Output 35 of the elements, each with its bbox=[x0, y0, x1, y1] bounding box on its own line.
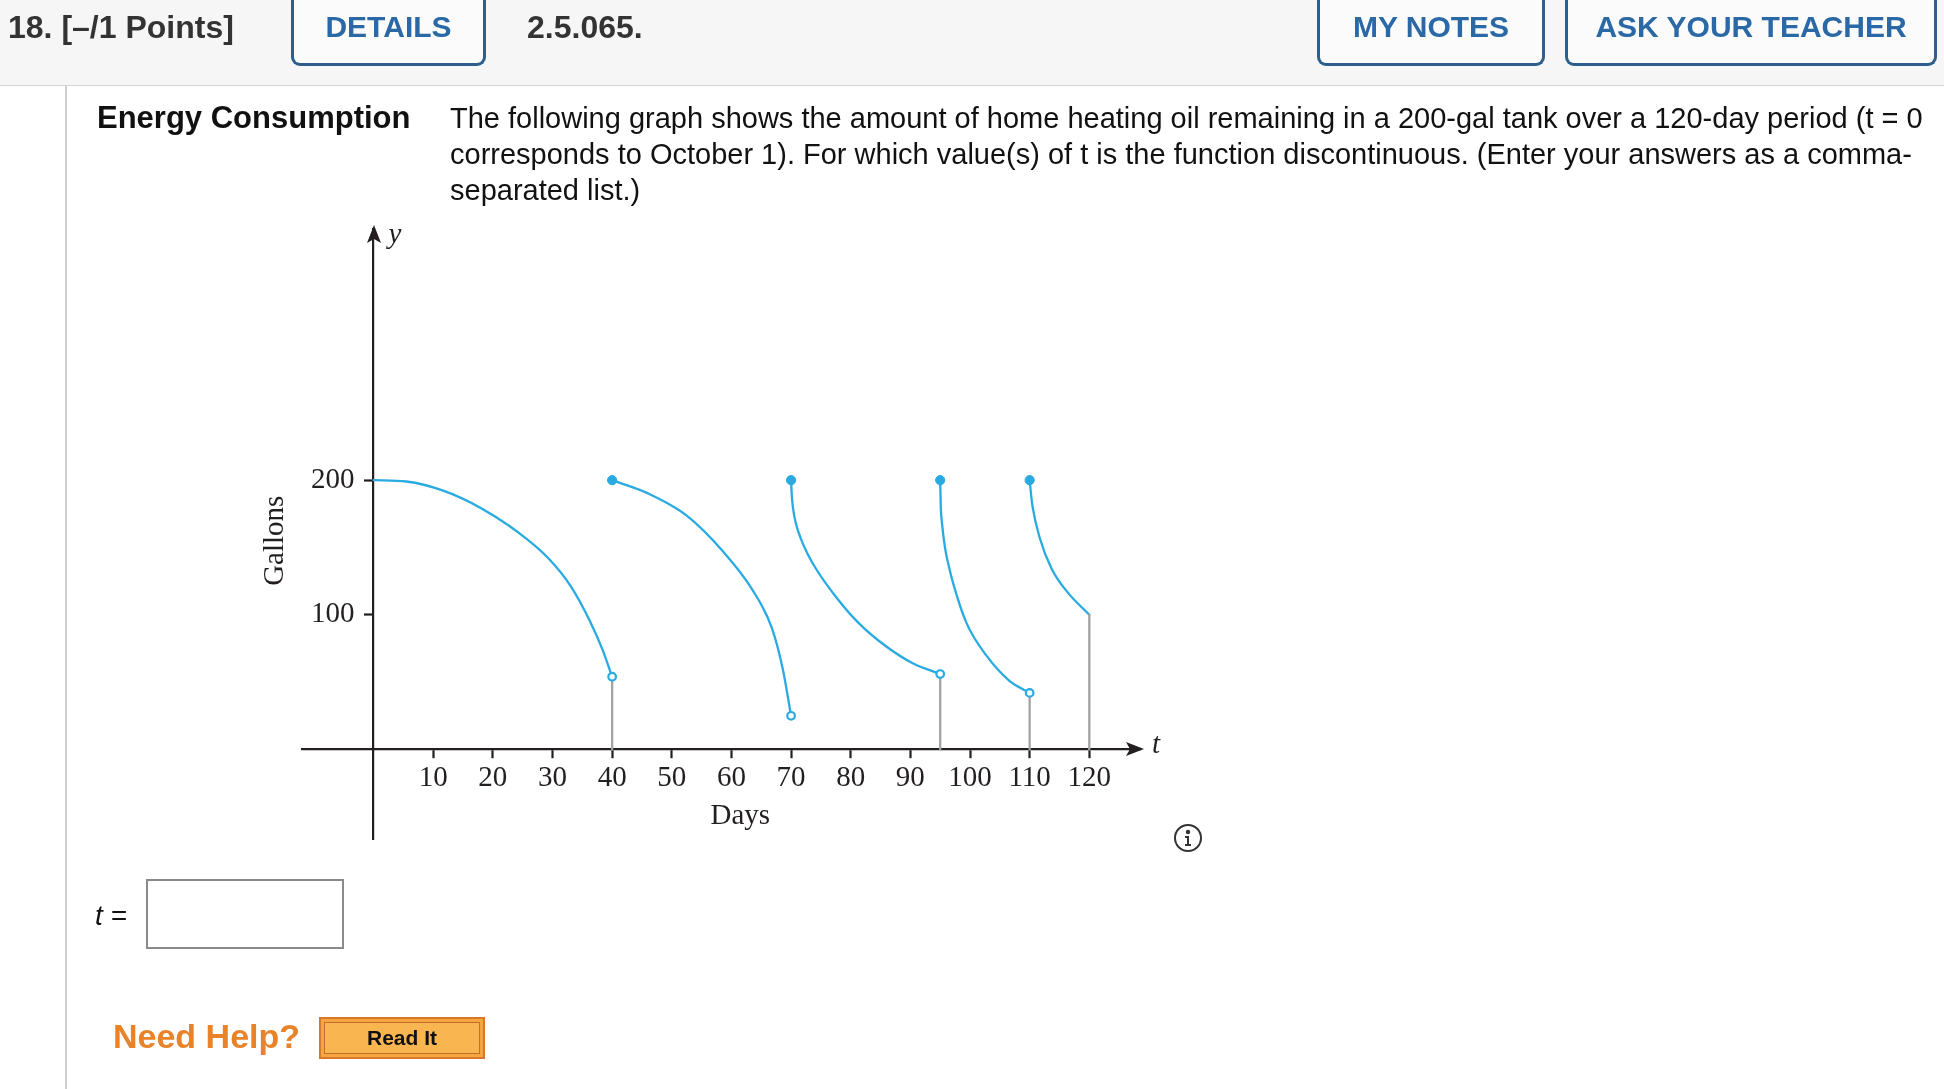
point bbox=[607, 671, 618, 682]
x-tick-label: 20 bbox=[478, 760, 508, 793]
y-axis-title: Gallons bbox=[257, 495, 290, 586]
point bbox=[935, 669, 946, 679]
point bbox=[935, 475, 946, 486]
x-tick-label: 90 bbox=[895, 760, 925, 793]
chart-subtitle: The following graph shows the amount of home heating oil remaining in a 200-gal tank over a 120-day period (t = 0 corresponds to October 1). For which value(s) of t is the function discontinuous. (Enter your answers as a comma-separated list.) bbox=[450, 101, 1924, 208]
x-tick-label: 80 bbox=[836, 760, 866, 793]
point bbox=[1024, 688, 1035, 698]
x-tick-label: 110 bbox=[1008, 760, 1051, 793]
x-tick-label: 70 bbox=[776, 760, 806, 793]
x-axis-title: Days bbox=[710, 798, 771, 831]
text: 18. [–/1 Points] bbox=[8, 8, 234, 47]
x-tick-label: 120 bbox=[1067, 760, 1112, 793]
text: t = bbox=[95, 899, 127, 933]
x-tick-label: 50 bbox=[657, 760, 687, 793]
point bbox=[607, 475, 618, 486]
x-tick-label: 10 bbox=[418, 760, 448, 793]
point bbox=[785, 475, 797, 486]
text: 2.5.065. bbox=[527, 8, 643, 47]
my-notes-button: MY NOTES bbox=[1317, 0, 1545, 66]
x-tick-label: 30 bbox=[538, 760, 568, 793]
y-tick-label: 200 bbox=[311, 461, 355, 494]
ask-teacher-button: ASK YOUR TEACHER bbox=[1565, 0, 1937, 66]
annotation: y bbox=[385, 216, 402, 249]
chart-title: Energy Consumption bbox=[97, 100, 411, 136]
text: Need Help? bbox=[113, 1016, 301, 1057]
x-tick-label: 100 bbox=[948, 760, 992, 793]
text: t bbox=[1152, 727, 1161, 760]
read-it-button: Read It bbox=[319, 1017, 485, 1059]
x-tick-label: 40 bbox=[597, 760, 627, 793]
point bbox=[1024, 475, 1035, 486]
point bbox=[786, 710, 796, 721]
x-tick-label: 60 bbox=[716, 760, 746, 793]
details-button: DETAILS bbox=[291, 0, 486, 66]
